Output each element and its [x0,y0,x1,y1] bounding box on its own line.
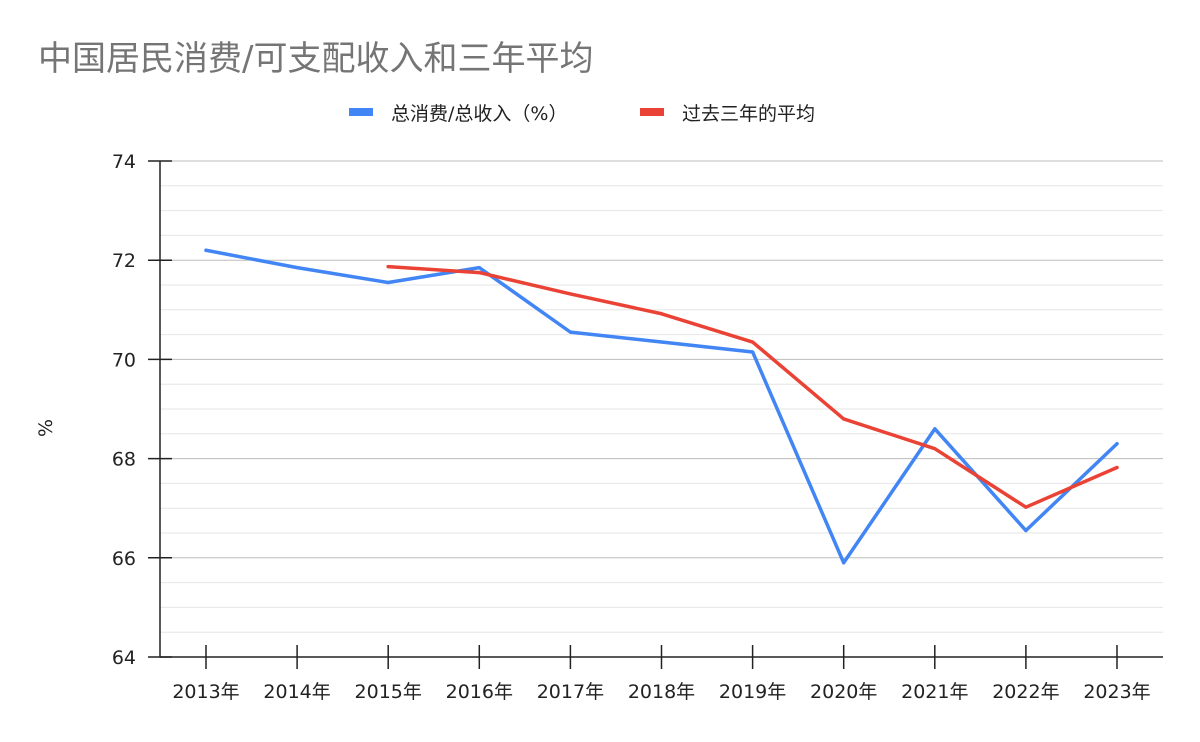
y-tick-label: 66 [112,548,136,570]
y-tick-label: 72 [112,250,136,272]
legend-label-consumption-ratio: 总消费/总收入（%） [391,103,567,125]
data-point-consumption-ratio [1024,528,1028,533]
y-tick-label: 70 [112,349,136,371]
data-point-three-year-average [842,417,846,421]
data-point-three-year-average [933,447,937,451]
data-point-consumption-ratio [386,280,390,285]
x-tick-label: 2013年 [172,681,239,703]
data-point-three-year-average [477,271,481,275]
data-point-consumption-ratio [204,248,208,252]
x-tick-label: 2015年 [355,681,422,703]
y-tick-labels: 64 66 68 70 72 74 [112,151,136,669]
legend-swatch-consumption-ratio [349,108,373,116]
data-point-consumption-ratio [842,561,846,565]
series-line-consumption-ratio [204,248,1119,565]
x-tick-label: 2019年 [719,681,786,703]
x-tick-label: 2022年 [992,681,1059,703]
axes [148,160,1163,669]
x-tick-label: 2020年 [810,681,877,703]
data-point-three-year-average [1024,505,1028,509]
y-tick-label: 74 [112,151,136,173]
x-tick-label: 2018年 [628,681,695,703]
data-point-consumption-ratio [295,266,299,270]
data-point-consumption-ratio [1115,442,1119,446]
x-tick-label: 2017年 [537,681,604,703]
data-point-consumption-ratio [659,340,664,344]
y-axis-label: % [35,419,57,437]
y-tick-label: 64 [112,647,136,669]
x-tick-label: 2014年 [263,681,330,703]
series-layer [204,248,1119,565]
x-tick-labels: 2013年 2014年 2015年 2016年 2017年 2018年 2019年 2020年… [172,681,1150,703]
data-point-three-year-average [568,292,573,296]
legend: 总消费/总收入（%） 过去三年的平均 [349,103,815,125]
data-point-consumption-ratio [568,330,573,334]
gridlines [160,160,1163,633]
legend-swatch-three-year-average [640,108,664,116]
chart-title: 中国居民消费/可支配收入和三年平均 [38,39,593,79]
series-line-three-year-average [386,264,1119,509]
x-tick-label: 2021年 [901,681,968,703]
x-tick-label: 2016年 [446,681,513,703]
data-point-consumption-ratio [933,427,937,431]
y-tick-label: 68 [112,449,136,471]
x-tick-label: 2023年 [1083,681,1150,703]
data-point-consumption-ratio [477,266,481,270]
data-point-three-year-average [1115,465,1119,470]
data-point-consumption-ratio [751,350,755,354]
data-point-three-year-average [659,312,664,316]
data-point-three-year-average [386,265,390,269]
legend-label-three-year-average: 过去三年的平均 [682,103,815,125]
data-point-three-year-average [751,340,755,344]
